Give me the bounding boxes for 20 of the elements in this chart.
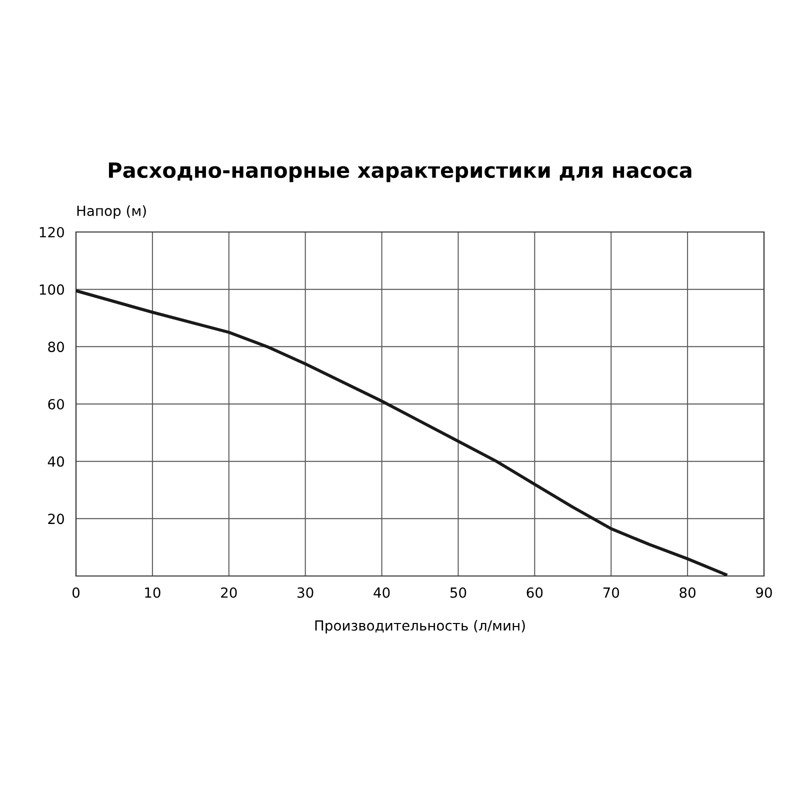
x-tick-label: 80 (680, 587, 696, 598)
x-tick-label: 60 (526, 587, 543, 598)
y-tick-label: 120 (40, 226, 64, 238)
y-axis-title: Напор (м) (77, 205, 146, 219)
x-tick-label: 30 (298, 587, 314, 598)
x-tick-label: 50 (450, 587, 466, 598)
x-tick-label: 10 (145, 587, 160, 598)
x-tick-label: 0 (72, 587, 80, 598)
x-tick-label: 90 (756, 587, 772, 598)
x-tick-label: 20 (221, 587, 237, 598)
y-tick-label: 40 (48, 456, 64, 467)
x-tick-label: 40 (374, 587, 390, 598)
y-tick-label: 80 (48, 342, 64, 352)
y-tick-label: 20 (48, 514, 64, 524)
x-tick-label: 70 (603, 587, 620, 598)
y-tick-label: 100 (40, 284, 64, 295)
x-axis-title: Производительность (л/мин) (315, 620, 525, 634)
line-series (76, 289, 728, 576)
y-tick-label: 60 (48, 398, 64, 410)
chart-title: Расходно-напорные характеристики для насоса (108, 162, 692, 182)
